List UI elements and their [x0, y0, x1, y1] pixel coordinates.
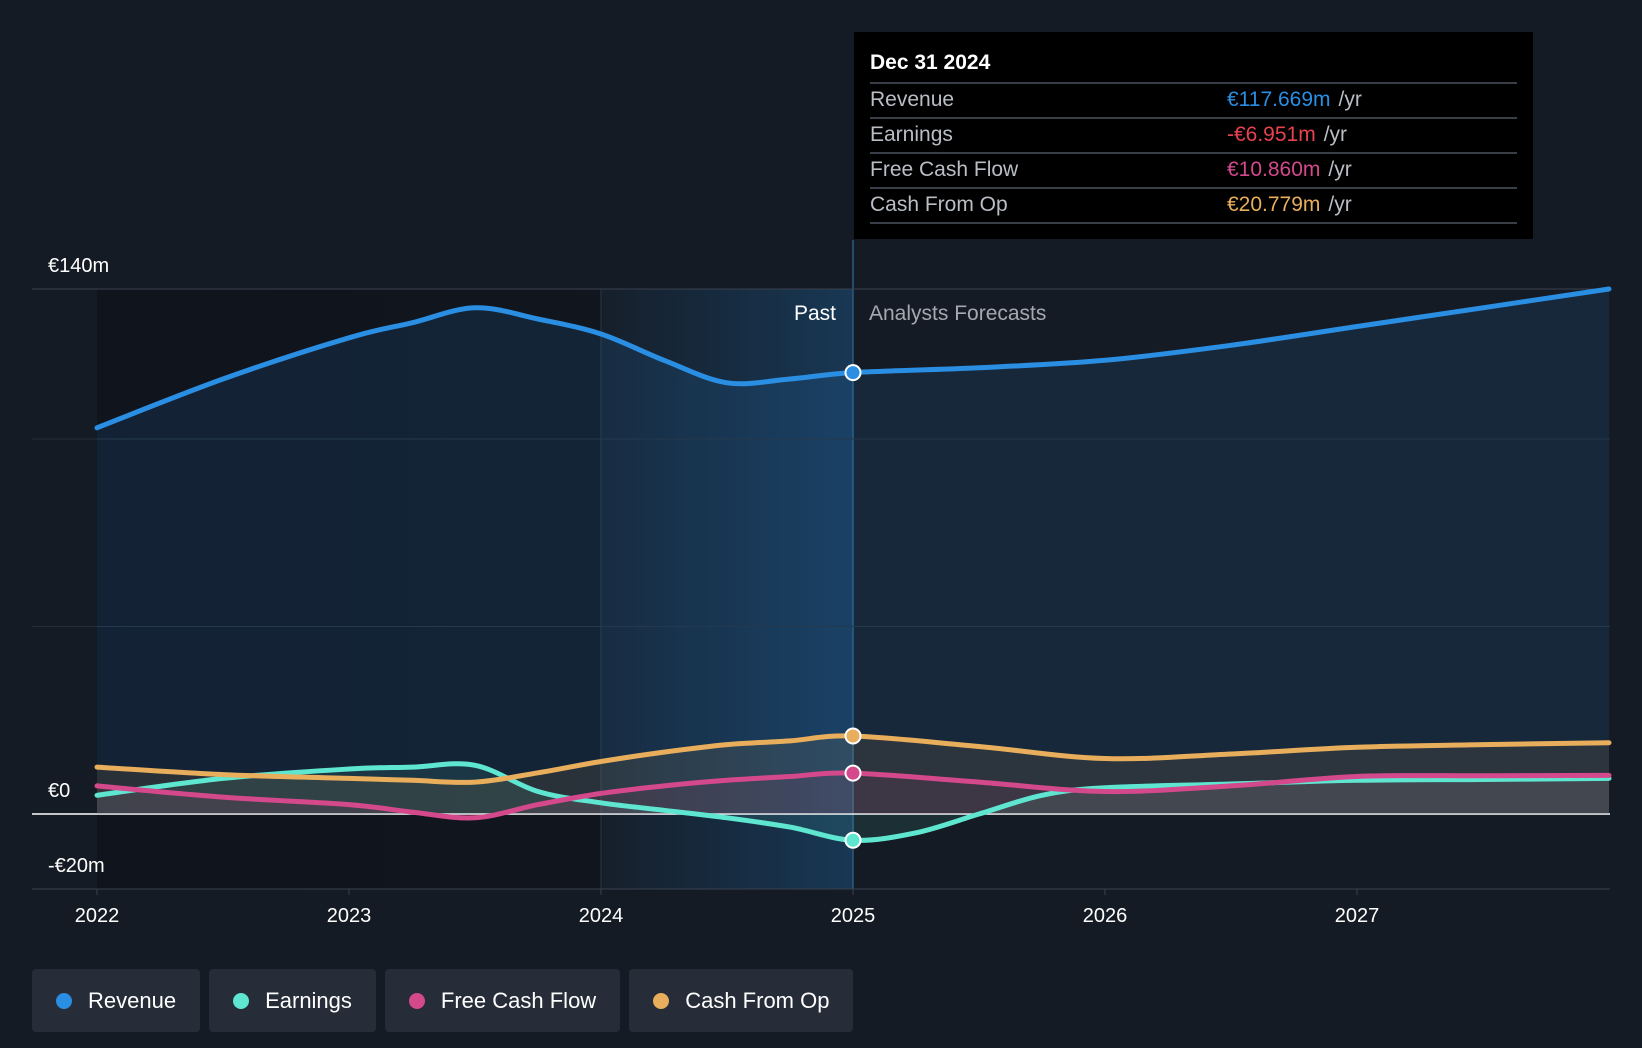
tooltip-unit: /yr [1323, 123, 1348, 146]
free-cash-flow-marker [844, 764, 862, 782]
legend-label: Cash From Op [685, 987, 830, 1013]
tooltip-label: Revenue [870, 88, 955, 111]
tooltip-row: Cash From Op €20.779m/yr [870, 189, 1517, 224]
tooltip-value: -€6.951m [1227, 123, 1316, 146]
tooltip-value: €117.669m [1227, 88, 1331, 111]
y-label-top: €140m [48, 255, 109, 277]
revenue-line [94, 286, 1612, 431]
revenue-area [97, 289, 1609, 814]
legend-item-earnings[interactable]: Earnings [209, 969, 376, 1032]
y-label-bottom: -€20m [48, 855, 105, 877]
x-tick-label: 2025 [831, 905, 876, 927]
y-label-zero: €0 [48, 780, 70, 802]
tooltip-unit: /yr [1328, 158, 1352, 181]
tooltip-row: Free Cash Flow €10.860m/yr [870, 154, 1517, 189]
x-tick-label: 2027 [1335, 905, 1380, 927]
legend-label: Free Cash Flow [440, 987, 597, 1013]
tooltip-unit: /yr [1328, 193, 1352, 216]
x-tick-label: 2026 [1083, 905, 1128, 927]
cash-from-op-marker [844, 727, 862, 745]
legend-label: Earnings [265, 987, 352, 1013]
tooltip: Dec 31 2024 Revenue €117.669m/yr Earnings -… [854, 32, 1533, 239]
free-cash-flow-line [94, 770, 1612, 821]
tooltip-label: Cash From Op [870, 193, 1008, 216]
legend-item-cash-from-op[interactable]: Cash From Op [629, 969, 854, 1032]
legend-label: Revenue [88, 987, 177, 1013]
legend-dot-icon [408, 992, 425, 1009]
legend-dot-icon [56, 992, 72, 1009]
x-tick-label: 2024 [579, 905, 624, 927]
tooltip-date: Dec 31 2024 [870, 48, 1517, 84]
free-cash-flow-area [97, 772, 1609, 818]
tooltip-row: Revenue €117.669m/yr [870, 84, 1517, 119]
tooltip-value: €10.860m [1227, 158, 1321, 181]
legend: Revenue Earnings Free Cash Flow Cash From O… [32, 969, 854, 1032]
tooltip-row: Earnings -€6.951m/yr [870, 119, 1517, 154]
earnings-marker [844, 831, 862, 849]
tooltip-unit: /yr [1338, 88, 1362, 111]
legend-dot-icon [653, 992, 670, 1009]
tooltip-label: Earnings [870, 123, 953, 146]
x-tick-label: 2023 [327, 905, 372, 927]
forecast-label: Analysts Forecasts [869, 302, 1046, 325]
legend-item-free-cash-flow[interactable]: Free Cash Flow [384, 969, 621, 1032]
revenue-marker [844, 364, 862, 382]
past-shade [97, 289, 601, 889]
tooltip-value: €20.779m [1227, 193, 1321, 216]
x-tick-label: 2022 [75, 905, 120, 927]
cash-from-op-line [94, 733, 1612, 785]
tooltip-label: Free Cash Flow [870, 158, 1019, 181]
past-label: Past [794, 302, 836, 325]
legend-item-revenue[interactable]: Revenue [32, 969, 201, 1032]
legend-dot-icon [233, 992, 250, 1009]
